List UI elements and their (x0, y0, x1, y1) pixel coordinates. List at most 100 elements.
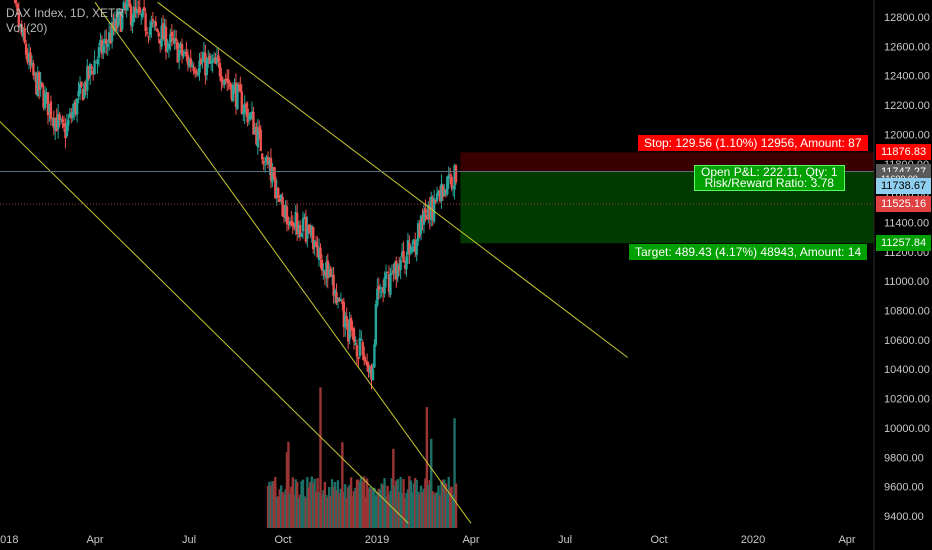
candle-body (373, 344, 376, 368)
target-label[interactable]: Target: 489.43 (4.17%) 48943, Amount: 14 (629, 244, 868, 260)
volume-bar (301, 479, 305, 528)
volume-bar (333, 481, 337, 528)
trendline[interactable] (94, 2, 472, 524)
volume-bar (390, 477, 394, 528)
candle-body (121, 11, 124, 30)
candle-body (279, 194, 283, 201)
volume-bar (432, 494, 436, 528)
candle-body (446, 176, 449, 195)
volume-bar (431, 491, 434, 528)
trendline[interactable] (0, 61, 409, 524)
volume-bar (361, 481, 364, 528)
volume-bar (387, 494, 391, 528)
candle-body (312, 227, 315, 250)
candle-body (198, 60, 201, 73)
candle-body (357, 357, 360, 359)
candle-body (234, 82, 238, 107)
candle-body (425, 214, 429, 220)
candle-body (226, 78, 229, 82)
y-tick-label: 12800.00 (884, 12, 930, 24)
candle-body (24, 43, 28, 55)
x-tick-label: Jul (182, 534, 196, 546)
volume-bar (346, 487, 350, 528)
candle-body (243, 104, 246, 114)
candle-body (297, 225, 300, 233)
candle-body (52, 117, 55, 128)
candle-body (99, 39, 102, 46)
volume-bar (448, 487, 452, 528)
candle-body (414, 240, 417, 253)
candle-body (175, 38, 178, 41)
volume-bar (335, 490, 338, 528)
candle-body (338, 298, 341, 302)
volume-bar (281, 491, 284, 528)
candle-body (94, 61, 98, 63)
candle-body (237, 84, 241, 87)
candle-body (51, 119, 54, 121)
candle-body (374, 304, 378, 345)
stop-label[interactable]: Stop: 129.56 (1.10%) 12956, Amount: 87 (638, 135, 868, 151)
candle-body (301, 218, 305, 232)
candle-body (271, 167, 274, 183)
candle-body (326, 260, 329, 279)
candle-body (119, 13, 123, 32)
candle-body (268, 160, 271, 166)
volume-bar (370, 489, 373, 528)
candle-body (166, 47, 169, 50)
volume-bar (275, 496, 278, 528)
candle-body (396, 264, 399, 278)
candle-body (74, 101, 77, 115)
candle-body (14, 0, 18, 4)
volume-bar (424, 478, 427, 528)
volume-bars (266, 387, 458, 528)
candles (13, 0, 458, 390)
volume-bar (328, 486, 331, 528)
volume-bar (446, 492, 449, 528)
candle-body (402, 250, 405, 263)
volume-bar (395, 480, 398, 528)
candle-body (293, 227, 296, 229)
candle-body (39, 81, 42, 88)
candle-body (363, 354, 366, 361)
candle-body (81, 89, 85, 101)
candle-body (65, 123, 69, 137)
candle-body (173, 38, 176, 44)
volume-bar (279, 485, 283, 528)
candle-body (444, 190, 448, 192)
volume-bar (287, 441, 290, 528)
volume-bar (397, 492, 401, 528)
candle-body (367, 364, 370, 372)
candle-body (167, 43, 171, 49)
candle-body (351, 327, 354, 331)
candle-body (201, 60, 204, 63)
candle-body (364, 360, 367, 362)
candle-body (64, 128, 67, 139)
volume-bar (312, 483, 315, 528)
volume-bar (274, 477, 277, 528)
candle-body (344, 315, 347, 328)
candle-body (453, 165, 456, 190)
candle-body (233, 84, 236, 86)
volume-bar (298, 494, 302, 528)
y-tick-label: 9600.00 (884, 482, 924, 494)
y-tick-label: 10800.00 (884, 306, 930, 318)
volume-bar (405, 492, 408, 528)
volume-bar (272, 481, 276, 528)
candle-body (199, 58, 203, 65)
trendline[interactable] (157, 1, 628, 358)
candle-body (408, 242, 411, 254)
volume-bar (403, 497, 407, 528)
y-tick-label: 12400.00 (884, 71, 930, 83)
candle-body (377, 285, 380, 291)
candle-body (223, 79, 226, 85)
candle-body (430, 196, 433, 220)
y-tick-label: 11400.00 (884, 217, 929, 229)
volume-bar (326, 497, 329, 528)
candle-body (87, 66, 90, 79)
volume-bar (295, 481, 299, 528)
candle-body (428, 206, 431, 220)
candle-body (434, 199, 437, 203)
y-tick-label: 9800.00 (884, 452, 924, 464)
pnl-label[interactable]: Open P&L: 222.11, Qty: 1 Risk/Reward Rat… (694, 165, 845, 191)
